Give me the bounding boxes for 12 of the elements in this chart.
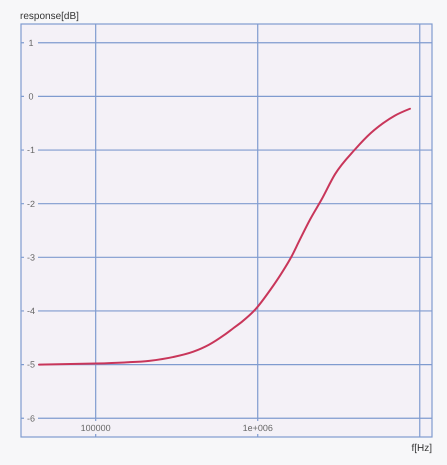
y-axis-title: response[dB] (20, 11, 80, 22)
y-tick-label: -5 (26, 360, 36, 370)
y-tick-label: -3 (26, 252, 36, 262)
y-tick-label: -4 (26, 306, 36, 316)
y-tick-label: 0 (28, 92, 34, 102)
y-tick-label: -2 (26, 198, 36, 209)
y-tick-label: -6 (26, 413, 36, 424)
x-tick-label: 100000 (80, 423, 111, 433)
y-tick-label: 1 (28, 38, 34, 48)
x-tick-label: 1e+006 (242, 423, 273, 433)
x-axis-title: f[Hz] (411, 443, 432, 454)
y-tick-label: -1 (26, 145, 36, 156)
